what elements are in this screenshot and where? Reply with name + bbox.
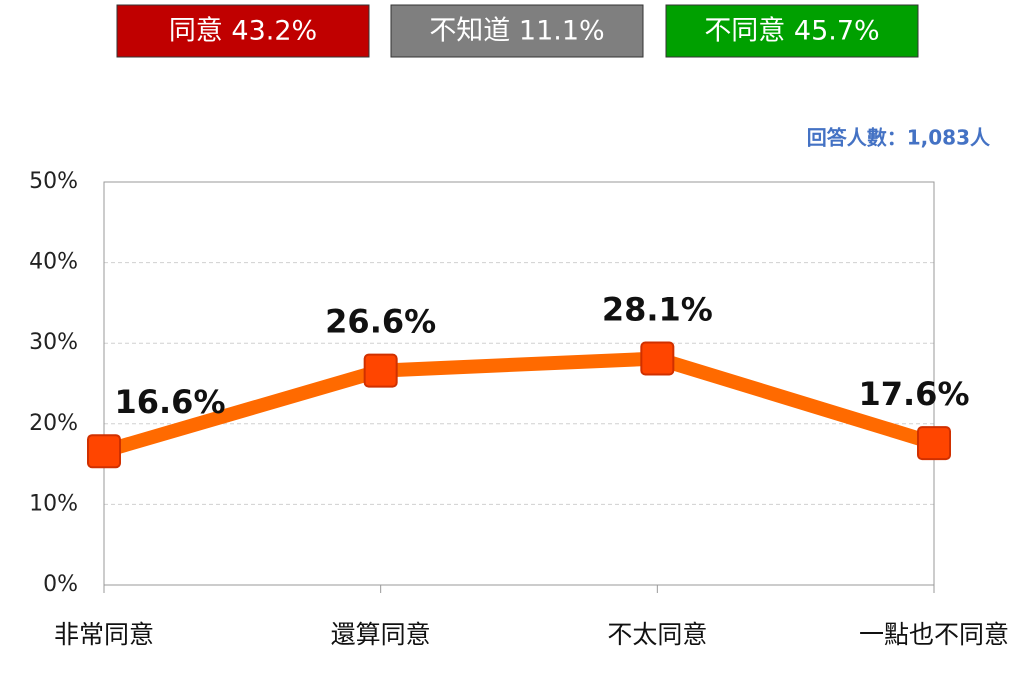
y-tick-label: 40% <box>29 250 78 275</box>
marker <box>363 353 398 388</box>
y-tick-label: 0% <box>43 572 78 597</box>
summary-label: 同意 43.2% <box>169 16 317 47</box>
summary-box <box>390 4 644 58</box>
summary-box <box>665 4 919 58</box>
line <box>102 351 937 458</box>
y-tick-label: 20% <box>29 411 78 436</box>
y-tick-label: 10% <box>29 491 78 516</box>
data-label: 16.6% <box>114 383 225 421</box>
plot-border <box>103 181 935 586</box>
y-tick-label: 50% <box>29 169 78 194</box>
marker <box>87 434 121 469</box>
x-tick-label: 非常同意 <box>54 620 154 649</box>
x-tick-label: 還算同意 <box>331 620 431 649</box>
marker <box>917 426 951 461</box>
y-tick-label: 30% <box>29 330 78 355</box>
data-label: 26.6% <box>325 303 436 341</box>
data-label: 17.6% <box>858 375 969 413</box>
data-label: 28.1% <box>602 291 713 329</box>
x-tick-label: 一點也不同意 <box>859 620 1009 649</box>
marker <box>640 341 675 376</box>
summary-box <box>116 4 370 58</box>
x-tick-label: 不太同意 <box>607 620 707 649</box>
sample-size: 回答人數：1,083人 <box>807 126 991 150</box>
summary-label: 不同意 45.7% <box>704 16 879 47</box>
summary-label: 不知道 11.1% <box>429 16 604 47</box>
